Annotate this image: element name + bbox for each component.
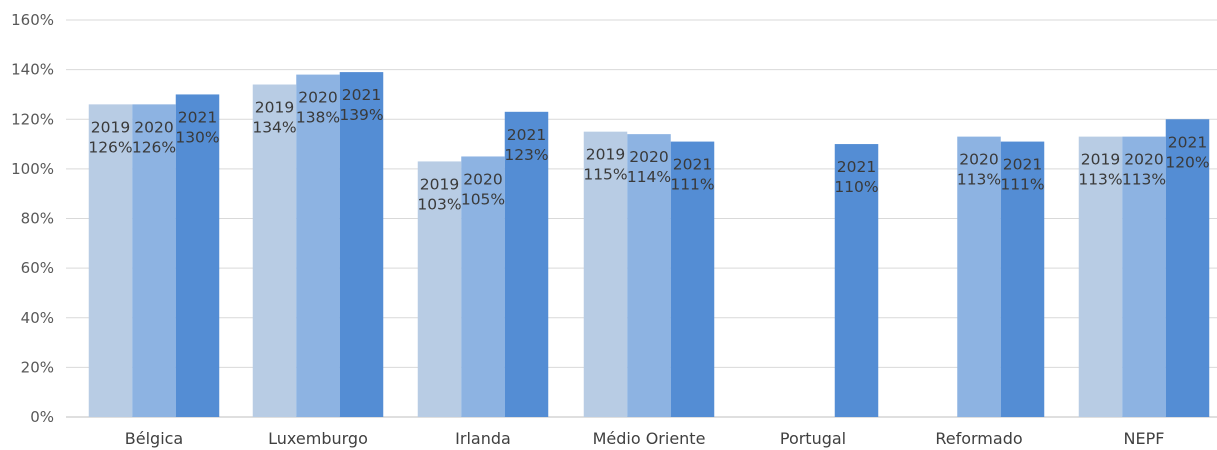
bar-2021: [1165, 119, 1210, 417]
data-label-value: 120%: [1165, 153, 1209, 171]
y-tick-label: 140%: [11, 61, 54, 79]
bar-2019: [1078, 136, 1123, 417]
bar-2019: [583, 131, 628, 417]
data-label-value: 123%: [504, 146, 548, 164]
bar-2021: [670, 141, 715, 418]
bar-2020: [627, 134, 671, 417]
data-label-year: 2021: [1168, 133, 1207, 151]
data-label-year: 2020: [134, 118, 173, 136]
data-label-year: 2020: [298, 89, 337, 107]
data-label-value: 111%: [1000, 176, 1044, 194]
data-label-year: 2019: [1081, 151, 1120, 169]
data-label-value: 113%: [1122, 171, 1166, 189]
y-tick-label: 60%: [21, 259, 54, 277]
data-label-year: 2021: [837, 158, 876, 176]
bar-2020: [296, 74, 340, 418]
data-label-year: 2019: [586, 146, 625, 164]
x-category-label: Bélgica: [125, 429, 183, 448]
data-label-value: 114%: [627, 168, 671, 186]
data-label-year: 2021: [342, 86, 381, 104]
data-label-year: 2021: [1003, 156, 1042, 174]
bar-2019: [252, 84, 297, 417]
data-label-year: 2019: [91, 118, 130, 136]
data-label-value: 111%: [670, 176, 714, 194]
y-tick-label: 120%: [11, 110, 54, 128]
data-label-value: 113%: [957, 171, 1001, 189]
bar-2020: [461, 156, 505, 417]
y-tick-label: 20%: [21, 358, 54, 376]
bar-2019: [88, 104, 133, 418]
x-category-label: Portugal: [780, 429, 846, 448]
data-label-year: 2019: [420, 175, 459, 193]
y-tick-label: 80%: [21, 210, 54, 228]
y-tick-label: 40%: [21, 309, 54, 327]
data-label-value: 134%: [252, 119, 296, 137]
data-label-value: 110%: [834, 178, 878, 196]
data-label-value: 126%: [132, 138, 176, 156]
bar-2020: [957, 136, 1001, 417]
data-label-value: 139%: [339, 106, 383, 124]
data-label-year: 2021: [507, 126, 546, 144]
data-label-year: 2021: [673, 156, 712, 174]
data-label-value: 138%: [296, 109, 340, 127]
y-tick-label: 160%: [11, 11, 54, 29]
data-label-value: 105%: [461, 190, 505, 208]
data-label-year: 2019: [255, 99, 294, 117]
data-label-value: 130%: [175, 128, 219, 146]
bar-2021: [834, 144, 879, 417]
bar-2021: [175, 94, 220, 417]
bar-2020: [132, 104, 176, 418]
data-label-year: 2020: [629, 148, 668, 166]
bar-2021: [1000, 141, 1045, 418]
data-label-value: 113%: [1078, 171, 1122, 189]
x-category-label: Médio Oriente: [593, 429, 706, 448]
y-tick-label: 100%: [11, 160, 54, 178]
data-label-year: 2021: [178, 108, 217, 126]
y-tick-label: 0%: [30, 408, 54, 426]
data-label-year: 2020: [959, 151, 998, 169]
bar-2020: [1122, 136, 1166, 417]
data-label-value: 126%: [88, 138, 132, 156]
data-label-year: 2020: [463, 170, 502, 188]
bar-2021: [504, 111, 549, 418]
x-category-label: NEPF: [1124, 429, 1165, 448]
data-label-value: 103%: [417, 195, 461, 213]
x-category-label: Luxemburgo: [268, 429, 368, 448]
bar-2021: [339, 72, 384, 417]
x-category-label: Reformado: [935, 429, 1022, 448]
data-label-year: 2020: [1124, 151, 1163, 169]
data-label-value: 115%: [583, 166, 627, 184]
bar-2019: [417, 161, 462, 417]
x-category-label: Irlanda: [455, 429, 511, 448]
